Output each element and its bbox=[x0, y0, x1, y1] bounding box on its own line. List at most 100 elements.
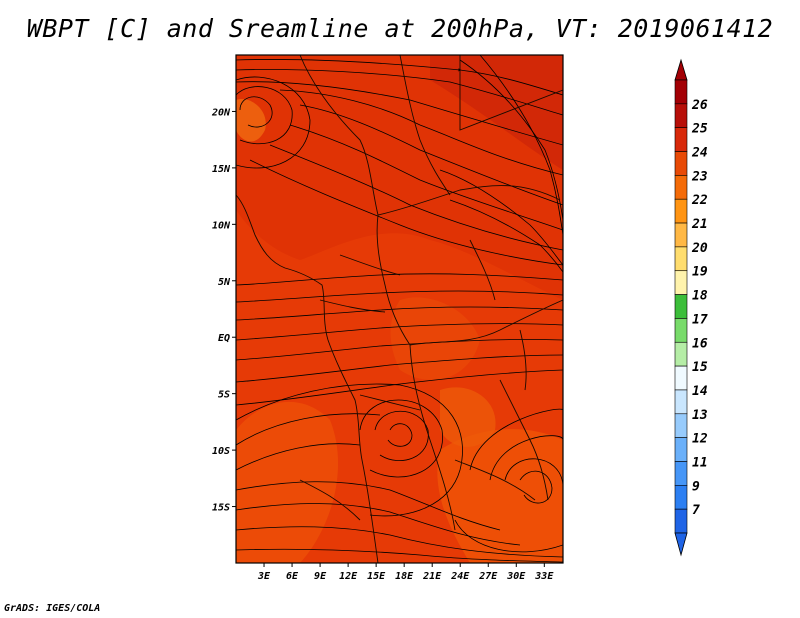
colorbar-segment bbox=[674, 437, 688, 462]
footer-credit: GrADS: IGES/COLA bbox=[4, 603, 101, 614]
colorbar: 7 9 11 12 13 14 15 16 17 18 19 20 21 22 23 24 25 26 bbox=[674, 58, 708, 557]
colorbar-label: 19 bbox=[692, 265, 708, 280]
x-tick-label: 30E bbox=[506, 571, 526, 582]
streamline bbox=[279, 89, 563, 176]
cool-region-southwest bbox=[236, 401, 339, 563]
border-line bbox=[499, 379, 549, 501]
streamline bbox=[236, 290, 563, 303]
border-line bbox=[459, 55, 563, 131]
border-line bbox=[519, 329, 527, 391]
streamline bbox=[236, 526, 563, 558]
colorbar-segment bbox=[674, 318, 688, 343]
colorbar-label: 26 bbox=[691, 98, 708, 113]
streamline bbox=[289, 124, 563, 231]
streamline bbox=[249, 159, 563, 266]
y-tick-label: 15S bbox=[212, 503, 230, 514]
streamline bbox=[236, 273, 563, 286]
border-line bbox=[376, 214, 411, 346]
colorbar-segment bbox=[674, 508, 688, 534]
x-tick-label: 33E bbox=[534, 571, 554, 582]
streamline bbox=[504, 458, 563, 486]
colorbar-segment bbox=[674, 198, 688, 224]
border-line bbox=[299, 479, 361, 521]
streamline bbox=[236, 339, 563, 361]
colorbar-segment bbox=[674, 461, 688, 486]
streamline bbox=[374, 410, 429, 462]
x-tick-label: 12E bbox=[339, 571, 358, 582]
streamline bbox=[387, 423, 413, 447]
colorbar-segment bbox=[674, 270, 688, 295]
streamline bbox=[239, 96, 273, 128]
map-frame bbox=[235, 54, 564, 564]
streamline bbox=[459, 59, 563, 221]
y-tick-label: 15N bbox=[212, 164, 231, 175]
colorbar-label: 25 bbox=[691, 122, 708, 137]
colorbar-segment bbox=[674, 294, 688, 319]
x-tick-label: 21E bbox=[422, 571, 442, 582]
x-tick-label: 9E bbox=[314, 571, 327, 582]
colorbar-label: 14 bbox=[692, 384, 708, 399]
streamline bbox=[236, 548, 563, 563]
border-line bbox=[409, 344, 456, 531]
colorbar-extend-high bbox=[674, 58, 688, 81]
cool-patch-low bbox=[440, 387, 496, 447]
y-tick-label: 10N bbox=[212, 220, 231, 231]
x-axis: 3E 6E 9E 12E 15E 18E 21E 24E 27E 30E 33E bbox=[257, 563, 554, 582]
streamline bbox=[449, 199, 563, 273]
colorbar-label: 7 bbox=[692, 503, 700, 518]
streamline bbox=[236, 76, 311, 169]
colorbar-segment bbox=[674, 413, 688, 438]
colorbar-segment bbox=[674, 103, 688, 128]
x-tick-label: 15E bbox=[367, 571, 386, 582]
streamline bbox=[236, 413, 381, 446]
y-axis: 20N 15N 10N 5N EQ 5S 10S 15S bbox=[211, 107, 236, 514]
x-tick-label: 24E bbox=[450, 571, 470, 582]
colorbar-segment bbox=[674, 246, 688, 272]
streamline bbox=[236, 503, 521, 546]
colorbar-segment bbox=[674, 175, 688, 200]
cool-region-southeast bbox=[437, 429, 563, 563]
warm-region-north bbox=[236, 55, 563, 300]
colorbar-label: 9 bbox=[692, 479, 700, 494]
coastline bbox=[236, 194, 379, 563]
cool-blob-west bbox=[236, 99, 266, 142]
border-line bbox=[339, 254, 401, 276]
y-tick-label: EQ bbox=[218, 333, 230, 344]
colorbar-label: 13 bbox=[692, 408, 708, 423]
colorbar-label: 11 bbox=[692, 455, 708, 470]
y-tick-label: 20N bbox=[211, 107, 231, 118]
border-line bbox=[359, 394, 421, 411]
x-tick-label: 18E bbox=[395, 571, 414, 582]
border-line bbox=[299, 55, 379, 216]
streamline bbox=[519, 470, 553, 504]
x-tick-label: 6E bbox=[286, 571, 299, 582]
streamline bbox=[454, 519, 563, 553]
streamline bbox=[236, 354, 563, 383]
colorbar-label: 24 bbox=[691, 146, 708, 161]
streamline bbox=[236, 369, 563, 406]
streamline bbox=[299, 104, 563, 206]
border-line bbox=[469, 239, 496, 301]
border-line bbox=[319, 299, 386, 313]
colorbar-segment bbox=[674, 341, 688, 367]
colorbar-segment bbox=[674, 151, 688, 176]
streamline bbox=[439, 169, 563, 266]
x-tick-label: 3E bbox=[257, 571, 271, 582]
colorbar-segment bbox=[674, 485, 688, 510]
y-tick-label: 5N bbox=[218, 277, 231, 288]
colorbar-label: 12 bbox=[692, 432, 708, 447]
border-line bbox=[454, 459, 536, 501]
border-line bbox=[399, 55, 451, 196]
colorbar-label: 16 bbox=[692, 336, 708, 351]
colorbar-segment bbox=[674, 79, 688, 105]
streamline bbox=[479, 55, 563, 236]
colorbar-label: 23 bbox=[691, 169, 708, 184]
streamline bbox=[236, 86, 293, 145]
colorbar-label: 17 bbox=[692, 312, 708, 327]
colorbar-segment bbox=[674, 222, 688, 248]
colorbar-label: 18 bbox=[692, 289, 708, 304]
colorbar-label: 21 bbox=[691, 217, 708, 232]
streamline bbox=[269, 144, 563, 251]
streamline bbox=[236, 383, 463, 517]
